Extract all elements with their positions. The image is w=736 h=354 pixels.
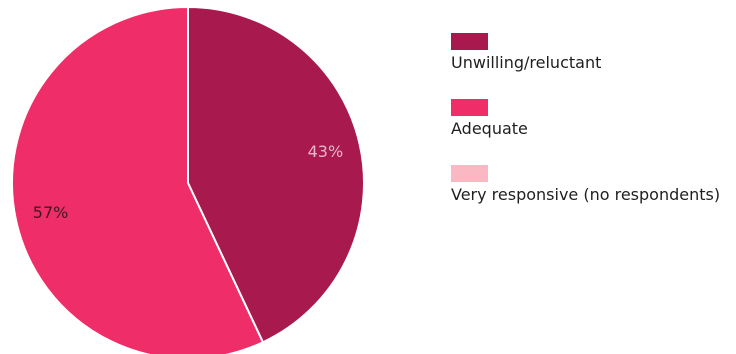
legend-label-unwilling: Unwilling/reluctant: [451, 53, 602, 72]
legend-item-adequate[interactable]: Adequate: [451, 99, 736, 165]
pie-slice-adequate[interactable]: [11, 6, 264, 354]
legend-item-very-responsive[interactable]: Very responsive (no respondents): [451, 165, 736, 231]
legend-swatch-unwilling: [451, 33, 488, 50]
pie-slices: [11, 6, 365, 354]
legend: Unwilling/reluctant Adequate Very respon…: [451, 33, 736, 231]
pie-slice-unwilling[interactable]: [187, 6, 365, 344]
pie-value-labels: 43% 57%: [33, 142, 343, 222]
pie-chart-plot: 43% 57%: [11, 6, 365, 354]
pie-value-label-adequate: 57%: [33, 203, 69, 222]
legend-item-unwilling[interactable]: Unwilling/reluctant: [451, 33, 736, 99]
legend-label-very-responsive: Very responsive (no respondents): [451, 185, 721, 204]
pie-value-label-unwilling: 43%: [308, 142, 344, 161]
legend-swatch-very-responsive: [451, 165, 488, 182]
legend-swatch-adequate: [451, 99, 488, 116]
legend-label-adequate: Adequate: [451, 119, 528, 138]
